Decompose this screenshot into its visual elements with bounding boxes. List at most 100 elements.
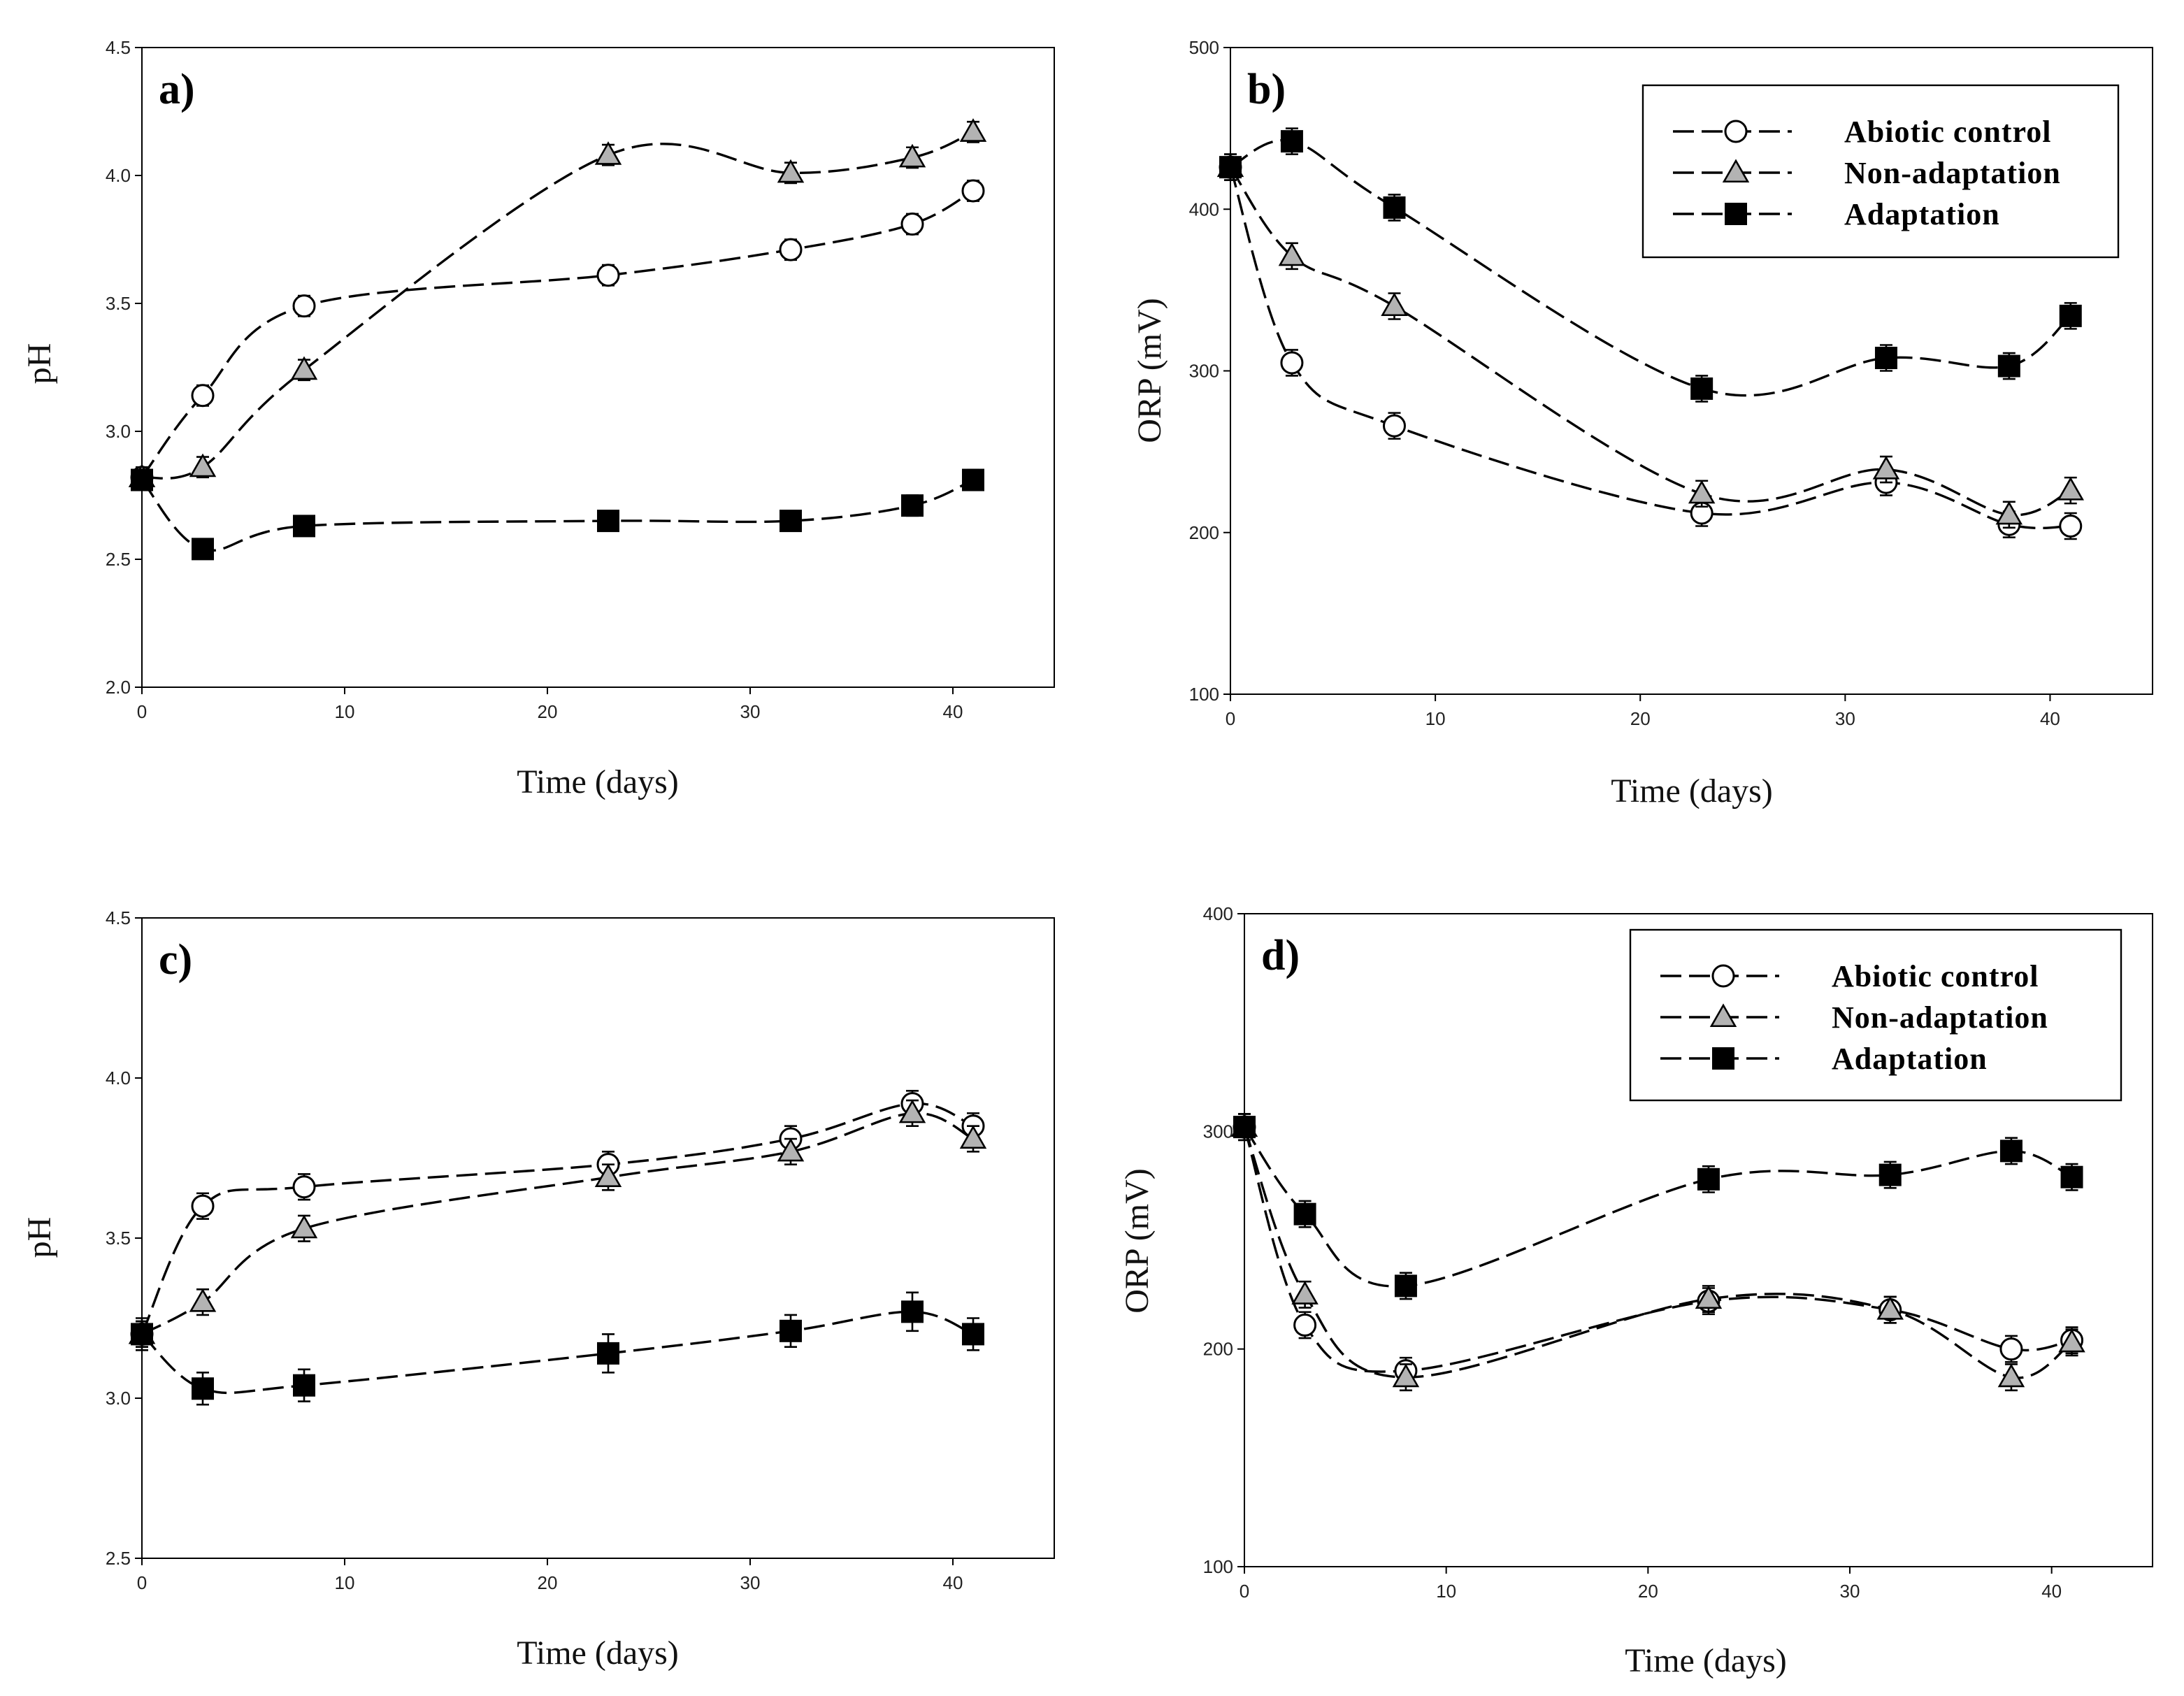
data-point-square [192,1377,214,1400]
data-point-square [131,468,153,491]
legend-box [1629,928,2122,1102]
series-adaptation [1219,127,2082,403]
y-tick-label: 4.0 [106,165,131,186]
legend: Abiotic control Non-adaptation Adaptation [1641,84,2120,259]
data-point-circle [1293,1313,1317,1337]
data-point-triangle [2057,477,2084,501]
x-axis-title: Time (days) [517,1634,679,1672]
series-line-circle [141,189,974,478]
chart-panel-b: 100 200 300 400 500 0 10 20 30 40 Time (days) ORP (… [1131,37,2153,810]
x-axis-title: Time (days) [517,763,679,800]
data-point-square [597,510,619,533]
data-point-circle [1382,414,1406,438]
data-point-triangle [898,143,926,168]
x-tick-label: 10 [335,1572,355,1593]
x-tick-label: 0 [137,701,147,722]
y-axis-title: pH [21,343,58,385]
legend-box [1641,84,2120,259]
y-tick-label: 500 [1189,37,1219,58]
legend-symbol-triangle [1709,1003,1737,1028]
data-point-square [780,510,802,533]
x-tick-label: 30 [740,701,761,722]
plot-frame [1244,913,2153,1567]
legend-symbol-square [1712,1047,1734,1070]
data-point-triangle [1872,455,1900,480]
legend-symbol-circle [1724,120,1748,143]
x-tick-label: 40 [943,701,963,722]
data-point-circle [292,294,316,318]
y-axis-title: ORP (mV) [1131,298,1168,443]
y-tick-label: 200 [1203,1339,1233,1360]
data-point-triangle [1695,1285,1723,1309]
data-point-triangle [1291,1281,1319,1305]
data-point-triangle [898,1099,926,1123]
x-tick-label: 20 [1630,708,1651,729]
data-point-square [901,1300,924,1323]
data-point-triangle [2058,1328,2085,1353]
x-tick-label: 40 [2041,1581,2062,1602]
legend-label: Non-adaptation [1832,1000,2048,1035]
data-point-triangle [1876,1296,1904,1320]
data-point-square [1697,1167,1720,1191]
x-tick-label: 10 [335,701,355,722]
x-tick-label: 40 [943,1572,963,1593]
data-point-square [901,494,924,517]
series-adaptation [131,468,984,561]
data-point-triangle [1995,501,2023,525]
y-tick-label: 300 [1189,361,1219,382]
chart-panel-d: 100 200 300 400 0 10 20 30 40 Time (days) ORP (mV)… [1119,903,2153,1679]
data-point-square [192,538,214,561]
plot-frame [141,47,1055,688]
data-point-square [1878,1163,1902,1186]
y-tick-label: 300 [1203,1121,1233,1142]
x-tick-label: 20 [538,701,558,722]
x-tick-label: 40 [2040,708,2060,729]
data-point-circle [961,179,985,203]
data-point-triangle [189,453,217,477]
data-point-triangle [594,1163,622,1188]
data-point-triangle [959,1125,987,1149]
data-point-triangle [777,159,805,183]
panel-label: c) [159,936,192,984]
data-point-square [1233,1116,1256,1139]
chart-panel-a: 2.0 2.5 3.0 3.5 4.0 4.5 0 10 20 30 40 Time (days) pH… [21,37,1055,800]
data-point-square [1219,156,1242,179]
legend-symbol-square [1725,203,1747,225]
series-abiotic-control [130,1090,985,1349]
series-line-square [1230,138,2071,397]
panel-label: a) [159,66,195,113]
data-point-circle [1999,1337,2023,1361]
x-tick-label: 20 [538,1572,558,1593]
data-point-square [2060,1165,2083,1188]
data-point-square [131,1323,153,1346]
y-tick-label: 3.5 [106,293,131,314]
data-point-square [293,515,315,538]
y-tick-label: 400 [1203,903,1233,924]
y-tick-label: 4.0 [106,1068,131,1088]
data-point-circle [2059,515,2083,538]
x-tick-label: 10 [1436,1581,1456,1602]
series-line-circle [141,1102,974,1335]
series-line-circle [1229,166,2071,530]
data-point-square [1280,130,1303,153]
x-tick-label: 0 [1226,708,1235,729]
x-tick-label: 0 [1240,1581,1249,1602]
data-point-circle [191,384,215,408]
x-axis-title: Time (days) [1625,1642,1787,1679]
data-point-circle [596,264,620,287]
y-tick-label: 100 [1189,684,1219,705]
series-line-triangle [141,131,974,480]
x-tick-label: 20 [1638,1581,1658,1602]
chart-panel-c: 2.5 3.0 3.5 4.0 4.5 0 10 20 30 40 Time (days) pH c) [21,907,1055,1672]
y-tick-label: 2.0 [106,677,131,698]
data-point-triangle [1392,1363,1420,1388]
y-tick-label: 4.5 [106,907,131,928]
data-point-square [1690,377,1714,400]
data-point-triangle [1278,242,1306,266]
data-point-circle [191,1194,215,1218]
y-tick-label: 2.5 [106,549,131,570]
panel-label: b) [1247,66,1286,113]
series-line-triangle [141,1112,974,1335]
data-point-triangle [1381,292,1408,317]
legend-symbol-circle [1711,964,1735,988]
